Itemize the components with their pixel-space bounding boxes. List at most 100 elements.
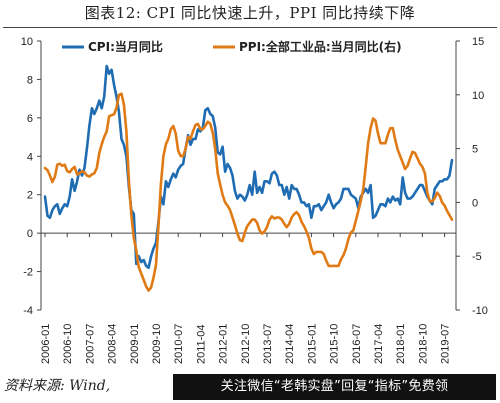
data-point xyxy=(256,191,258,194)
data-point xyxy=(58,213,61,215)
data-point xyxy=(310,216,313,219)
data-point xyxy=(91,173,93,176)
data-point xyxy=(322,205,325,208)
data-point xyxy=(261,232,263,235)
data-point xyxy=(108,72,110,75)
data-point xyxy=(132,213,135,215)
data-point xyxy=(374,119,377,122)
data-point xyxy=(147,289,150,292)
data-point xyxy=(419,162,421,165)
data-point xyxy=(162,155,165,158)
data-point xyxy=(221,145,224,148)
data-point xyxy=(73,166,76,168)
data-point xyxy=(411,150,414,153)
data-point xyxy=(214,147,217,150)
data-point xyxy=(51,209,54,212)
data-point xyxy=(268,218,271,221)
data-point xyxy=(110,114,113,117)
data-point xyxy=(241,240,244,243)
data-point xyxy=(253,218,256,221)
legend: CPI:当月同比 PPI:全部工业品:当月同比(右) xyxy=(62,39,402,54)
cpi-ppi-line-chart: -4 -2 0 2 4 6 8 10 -10 -5 0 5 10 15 2006-01 2006-10 2007… xyxy=(21,36,488,364)
data-point xyxy=(263,180,266,183)
data-point xyxy=(83,166,86,169)
data-point xyxy=(194,124,197,126)
data-point xyxy=(51,181,54,183)
data-point xyxy=(443,204,446,207)
data-point xyxy=(130,213,133,216)
data-point xyxy=(367,142,369,145)
data-point xyxy=(446,178,448,181)
data-point xyxy=(315,251,318,253)
ppi-series-points xyxy=(44,92,453,292)
data-point xyxy=(396,197,399,200)
data-point xyxy=(330,201,332,204)
data-point xyxy=(81,174,83,177)
data-point xyxy=(384,142,387,145)
x-tick-label: 2008-04 xyxy=(107,324,119,364)
data-point xyxy=(150,286,153,289)
data-point xyxy=(251,218,254,221)
data-point xyxy=(56,163,59,166)
data-point xyxy=(224,170,227,173)
data-point xyxy=(246,193,249,196)
left-tick-label: 0 xyxy=(27,228,33,240)
data-point xyxy=(197,128,199,131)
data-point xyxy=(142,279,145,281)
data-point xyxy=(317,251,320,253)
data-point xyxy=(167,186,170,188)
data-point xyxy=(251,193,254,196)
chart-title: 图表12: CPI 同比快速上升，PPI 同比持续下降 xyxy=(84,4,416,22)
data-point xyxy=(290,216,293,219)
data-point xyxy=(406,197,409,200)
data-point xyxy=(357,210,360,212)
data-point xyxy=(78,168,81,171)
data-point xyxy=(248,184,251,187)
data-point xyxy=(214,126,217,129)
x-tick-label: 2018-01 xyxy=(395,324,407,364)
data-point xyxy=(63,163,66,166)
data-point xyxy=(258,186,261,188)
data-point xyxy=(135,249,138,252)
data-point xyxy=(123,103,125,106)
data-point xyxy=(243,199,246,202)
data-point xyxy=(416,157,419,160)
data-point xyxy=(100,107,103,110)
data-point xyxy=(197,123,199,125)
data-point xyxy=(401,161,404,164)
data-point xyxy=(86,147,88,150)
data-point xyxy=(280,218,283,221)
data-point xyxy=(337,201,340,204)
data-point xyxy=(179,165,182,167)
data-point xyxy=(290,184,293,187)
data-point xyxy=(194,138,197,140)
data-point xyxy=(433,188,436,190)
data-point xyxy=(441,180,443,183)
data-point xyxy=(367,191,369,194)
data-point xyxy=(189,143,192,146)
data-point xyxy=(61,164,64,167)
x-tick-label: 2012-01 xyxy=(218,324,230,364)
data-point xyxy=(98,152,101,154)
data-point xyxy=(327,193,330,196)
data-point xyxy=(246,225,249,228)
x-tick-label: 2009-10 xyxy=(151,324,163,364)
data-point xyxy=(384,205,387,208)
data-point xyxy=(271,172,273,175)
data-point xyxy=(322,253,325,255)
data-point xyxy=(271,215,273,218)
data-point xyxy=(276,174,278,177)
data-point xyxy=(419,184,421,187)
data-point xyxy=(293,188,295,190)
data-point xyxy=(362,188,365,191)
data-point xyxy=(305,205,308,208)
data-point xyxy=(313,253,315,255)
data-point xyxy=(280,184,283,187)
data-point xyxy=(58,162,61,165)
data-point xyxy=(241,195,244,198)
data-point xyxy=(226,204,229,207)
data-point xyxy=(303,225,305,228)
data-point xyxy=(63,203,66,206)
data-point xyxy=(394,139,397,141)
data-point xyxy=(248,221,251,224)
